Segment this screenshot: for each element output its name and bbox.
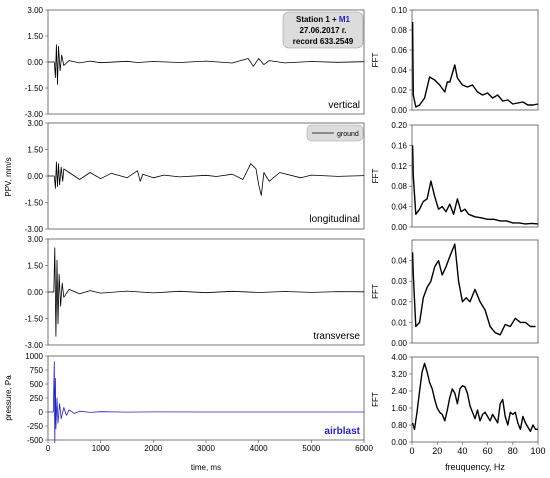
x-tick-label: 80 <box>508 446 518 456</box>
panel-airblast-frame <box>47 355 365 441</box>
y-tick-label: 1.50 <box>27 146 43 155</box>
fft-airblast-frame <box>411 356 539 443</box>
x-tick-label: 0 <box>46 444 51 453</box>
y-tick-label: 0.06 <box>391 46 407 55</box>
y-tick-label: 0 <box>39 408 44 417</box>
fft-y-label: FFT <box>371 169 380 184</box>
y-tick-label: 3.00 <box>27 235 43 244</box>
y-tick-label: -1.50 <box>25 84 44 93</box>
y-tick-label: -250 <box>27 422 44 431</box>
station-info-box: Station 1 + M1 27.06.2017 г. record 633.… <box>282 11 364 49</box>
station-record: record 633.2549 <box>293 37 354 46</box>
panel-label-airblast: airblast <box>324 426 360 437</box>
fft-longitudinal-frame <box>411 124 539 228</box>
y-axis-label-ppv: PPV, mm/s <box>4 157 13 196</box>
x-axis-label-frequency: freuquency, Hz <box>445 462 505 472</box>
panel-label-transverse: transverse <box>313 331 360 342</box>
series-line-fft-transverse <box>411 243 536 336</box>
series-line-fft-airblast <box>411 362 538 433</box>
y-tick-label: -1.50 <box>25 315 44 324</box>
legend: ground <box>306 124 364 142</box>
x-axis-label-time: time, ms <box>191 463 221 472</box>
y-tick-label: 2.40 <box>391 387 407 396</box>
x-tick-label: 0 <box>409 446 414 456</box>
y-tick-label: 1000 <box>25 352 43 361</box>
y-tick-label: 0.08 <box>391 182 407 191</box>
y-axis-label-pressure: pressure, Pa <box>4 375 13 421</box>
y-tick-label: 3.20 <box>391 370 407 379</box>
station-date: 27.06.2017 г. <box>299 26 346 35</box>
x-tick-label: 3000 <box>197 444 215 453</box>
y-tick-label: 0.80 <box>391 421 407 430</box>
y-tick-label: 750 <box>30 366 44 375</box>
y-tick-label: -3.00 <box>25 225 44 234</box>
series-line-fft-longitudinal <box>411 145 539 225</box>
series-line-vertical <box>48 44 365 85</box>
station-line1: Station 1 + M1 <box>296 15 351 24</box>
x-tick-label: 40 <box>457 446 467 456</box>
y-tick-label: 0.00 <box>391 106 407 115</box>
y-tick-label: 0.20 <box>391 121 407 130</box>
fft-y-label: FFT <box>371 284 380 299</box>
series-line-fft-vertical <box>411 21 539 108</box>
fft-vertical-frame <box>411 9 539 111</box>
y-tick-label: 0.00 <box>27 172 43 181</box>
fft-y-label: FFT <box>371 392 380 407</box>
x-tick-label: 1000 <box>92 444 110 453</box>
y-tick-label: -3.00 <box>25 110 44 119</box>
y-tick-label: 0.01 <box>391 318 407 327</box>
series-line-airblast <box>48 361 364 444</box>
station-m1: M1 <box>339 15 351 24</box>
y-tick-label: 0.00 <box>391 223 407 232</box>
panel-label-longitudinal: longitudinal <box>309 214 360 225</box>
time-domain-panels <box>47 9 365 441</box>
y-tick-label: 0.02 <box>391 298 407 307</box>
y-tick-label: 4.00 <box>391 353 407 362</box>
x-tick-label: 2000 <box>144 444 162 453</box>
y-tick-label: 0.04 <box>391 257 407 266</box>
x-tick-label: 60 <box>483 446 493 456</box>
y-tick-label: 0.00 <box>391 339 407 348</box>
y-tick-label: 0.08 <box>391 26 407 35</box>
legend-box <box>306 124 364 142</box>
y-tick-label: 500 <box>30 380 44 389</box>
y-tick-label: 3.00 <box>27 6 43 15</box>
fft-y-label: FFT <box>371 53 380 68</box>
legend-label-ground: ground <box>337 131 359 138</box>
chart-marks: 3.00 1.50 0.00 -1.50 -3.00 vertical 3.00 1.50 0.… <box>25 6 546 456</box>
y-tick-label: 0.00 <box>27 58 43 67</box>
spectrum-panels <box>411 9 539 443</box>
y-tick-label: -1.50 <box>25 199 44 208</box>
y-tick-label: 3.00 <box>27 119 43 128</box>
series-line-longitudinal <box>48 161 365 196</box>
x-tick-label: 6000 <box>355 444 373 453</box>
x-tick-label: 100 <box>530 446 545 456</box>
fft-transverse-frame <box>411 239 539 344</box>
y-tick-label: 0.10 <box>391 6 407 15</box>
y-tick-label: -3.00 <box>25 341 44 350</box>
panel-label-vertical: vertical <box>328 100 360 111</box>
y-tick-label: 1.60 <box>391 404 407 413</box>
y-tick-label: 0.04 <box>391 66 407 75</box>
y-tick-label: 1.50 <box>27 262 43 271</box>
y-tick-label: -500 <box>27 436 44 445</box>
y-tick-label: 0.04 <box>391 203 407 212</box>
x-tick-label: 5000 <box>302 444 320 453</box>
y-tick-label: 0.00 <box>391 438 407 447</box>
y-tick-label: 0.03 <box>391 277 407 286</box>
y-tick-label: 1.50 <box>27 32 43 41</box>
series-line-transverse <box>48 247 365 337</box>
station-box-background <box>282 11 364 49</box>
y-tick-label: 0.00 <box>27 288 43 297</box>
y-tick-label: 0.02 <box>391 86 407 95</box>
y-tick-label: 250 <box>30 394 44 403</box>
station-name: Station 1 + <box>296 15 339 24</box>
x-tick-label: 20 <box>432 446 442 456</box>
y-tick-label: 0.12 <box>391 162 407 171</box>
y-tick-label: 0.16 <box>391 141 407 150</box>
x-tick-label: 4000 <box>250 444 268 453</box>
